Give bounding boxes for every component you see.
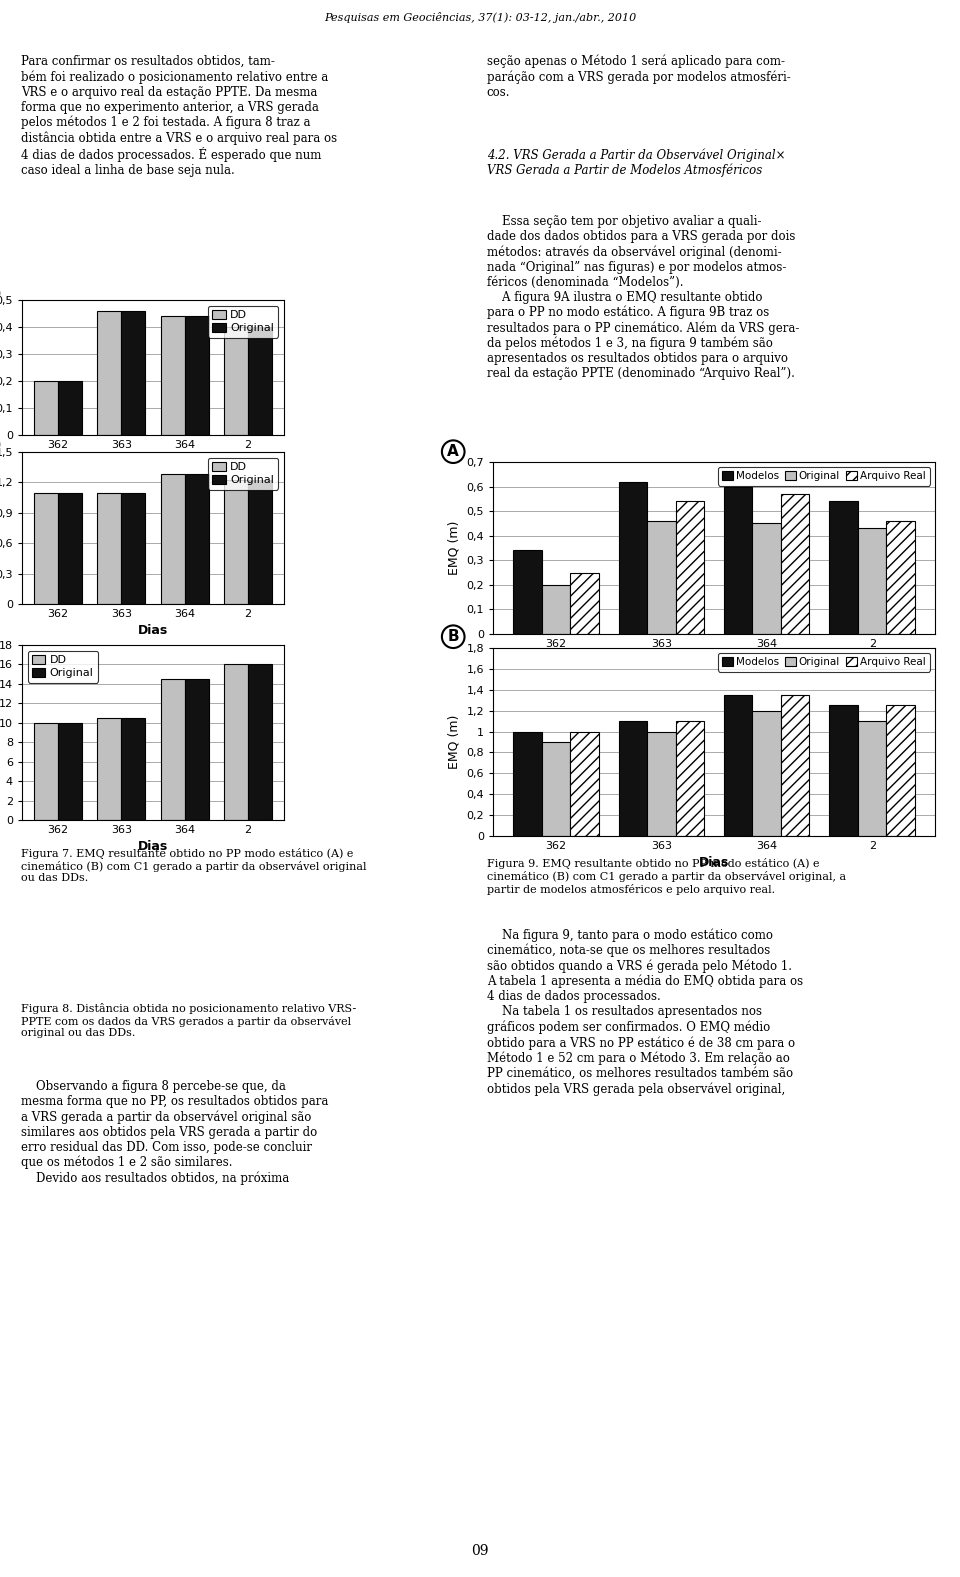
Y-axis label: EMQ (m): EMQ (m)	[447, 714, 461, 770]
Bar	[753, 524, 781, 634]
Legend: DD, Original: DD, Original	[208, 306, 278, 337]
Bar	[160, 475, 184, 604]
X-axis label: Dias: Dias	[699, 654, 730, 667]
Bar	[858, 528, 886, 634]
Bar	[647, 732, 676, 836]
X-axis label: Dias: Dias	[138, 841, 168, 853]
Legend: DD, Original: DD, Original	[28, 651, 98, 683]
Bar	[570, 732, 598, 836]
Text: Na figura 9, tanto para o modo estático como
cinemático, nota-se que os melhores: Na figura 9, tanto para o modo estático …	[487, 927, 803, 1096]
Bar	[184, 475, 208, 604]
Text: A: A	[447, 445, 459, 459]
Bar	[34, 492, 58, 604]
Bar	[121, 492, 145, 604]
Bar	[224, 326, 248, 435]
Bar	[618, 721, 647, 836]
Bar	[184, 317, 208, 435]
Y-axis label: EMQ (m): EMQ (m)	[447, 520, 461, 576]
Bar	[829, 705, 858, 836]
Legend: Modelos, Original, Arquivo Real: Modelos, Original, Arquivo Real	[718, 467, 930, 486]
Bar	[886, 520, 915, 634]
Bar	[513, 732, 541, 836]
Text: Figura 7. EMQ resultante obtido no PP modo estático (A) e
cinemático (B) com C1 : Figura 7. EMQ resultante obtido no PP mo…	[21, 848, 367, 883]
Bar	[513, 550, 541, 634]
Bar	[570, 572, 598, 634]
Bar	[224, 481, 248, 604]
Bar	[58, 492, 82, 604]
Bar	[58, 722, 82, 820]
Bar	[121, 718, 145, 820]
Bar	[781, 494, 809, 634]
Bar	[541, 743, 570, 836]
Bar	[676, 501, 704, 634]
X-axis label: Dias: Dias	[699, 856, 730, 869]
Bar	[160, 317, 184, 435]
Text: seção apenas o Método 1 será aplicado para com-
paráção com a VRS gerada por mod: seção apenas o Método 1 será aplicado pa…	[487, 55, 790, 99]
Bar	[724, 695, 753, 836]
Bar	[724, 487, 753, 634]
Text: Essa seção tem por objetivo avaliar a quali-
dade dos dados obtidos para a VRS g: Essa seção tem por objetivo avaliar a qu…	[487, 214, 799, 380]
Text: 4.2. VRS Gerada a Partir da Observável Original×
VRS Gerada a Partir de Modelos : 4.2. VRS Gerada a Partir da Observável O…	[487, 148, 785, 177]
Bar	[34, 382, 58, 435]
Bar	[248, 481, 272, 604]
Legend: DD, Original: DD, Original	[208, 457, 278, 489]
Bar	[829, 501, 858, 634]
Bar	[858, 721, 886, 836]
Bar	[618, 481, 647, 634]
Text: 09: 09	[471, 1544, 489, 1558]
Bar	[248, 664, 272, 820]
Bar	[121, 311, 145, 435]
Text: Figura 8. Distância obtida no posicionamento relativo VRS-
PPTE com os dados da : Figura 8. Distância obtida no posicionam…	[21, 1003, 356, 1038]
Text: Pesquisas em Geociências, 37(1): 03-12, jan./abr., 2010: Pesquisas em Geociências, 37(1): 03-12, …	[324, 13, 636, 24]
Legend: Modelos, Original, Arquivo Real: Modelos, Original, Arquivo Real	[718, 653, 930, 672]
Bar	[753, 711, 781, 836]
Bar	[160, 680, 184, 820]
Text: Figura 9. EMQ resultante obtido no PP modo estático (A) e
cinemático (B) com C1 : Figura 9. EMQ resultante obtido no PP mo…	[487, 858, 846, 894]
Bar	[184, 680, 208, 820]
X-axis label: Dias: Dias	[138, 456, 168, 468]
Text: B: B	[447, 629, 459, 645]
Bar	[781, 695, 809, 836]
Bar	[97, 311, 121, 435]
Text: Para confirmar os resultados obtidos, tam-
bém foi realizado o posicionamento re: Para confirmar os resultados obtidos, ta…	[21, 55, 337, 177]
X-axis label: Dias: Dias	[138, 624, 168, 637]
Bar	[886, 705, 915, 836]
Bar	[541, 585, 570, 634]
Bar	[248, 326, 272, 435]
Bar	[97, 718, 121, 820]
Bar	[647, 520, 676, 634]
Bar	[97, 492, 121, 604]
Bar	[58, 382, 82, 435]
Bar	[676, 721, 704, 836]
Bar	[34, 722, 58, 820]
Text: Observando a figura 8 percebe-se que, da
mesma forma que no PP, os resultados ob: Observando a figura 8 percebe-se que, da…	[21, 1080, 328, 1184]
Bar	[224, 664, 248, 820]
